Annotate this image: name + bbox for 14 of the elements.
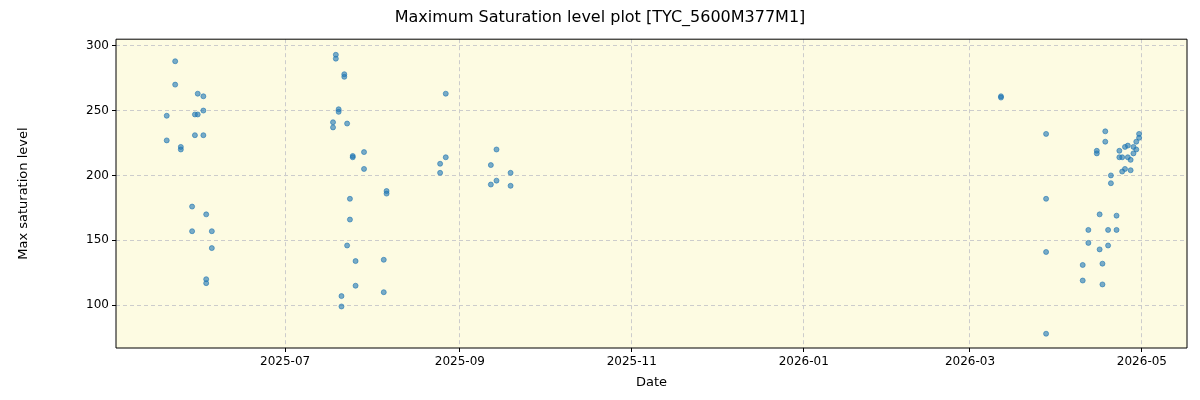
x-tick-label: 2025-09 bbox=[434, 354, 485, 369]
y-tick-label: 150 bbox=[86, 232, 109, 247]
chart-title: Maximum Saturation level plot [TYC_5600M377M1] bbox=[394, 6, 806, 27]
x-axis-title: Date bbox=[635, 373, 668, 389]
y-tick-label: 250 bbox=[86, 102, 109, 117]
y-tick-label: 200 bbox=[86, 167, 109, 182]
y-tick-label: 100 bbox=[86, 297, 109, 312]
x-tick-label: 2026-03 bbox=[944, 354, 996, 369]
x-tick-label: 2026-01 bbox=[778, 354, 829, 369]
x-tick-label: 2026-05 bbox=[1116, 354, 1167, 369]
y-axis-title: Max saturation level bbox=[15, 127, 31, 260]
x-tick-label: 2025-07 bbox=[260, 354, 311, 369]
x-tick-label: 2025-11 bbox=[606, 354, 657, 369]
y-tick-label: 300 bbox=[86, 37, 109, 52]
